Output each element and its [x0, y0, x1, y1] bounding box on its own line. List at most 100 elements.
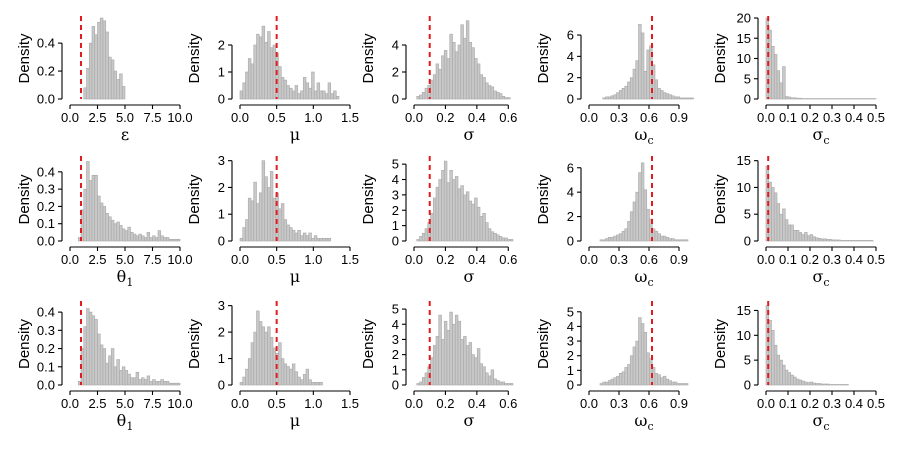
- histogram-bar: [300, 235, 304, 242]
- histogram-bar: [635, 340, 639, 386]
- histogram-bar: [245, 71, 249, 100]
- y-tick-label: 2: [392, 65, 399, 80]
- histogram-bar: [253, 181, 257, 242]
- x-tick-label: 0.4: [845, 252, 863, 267]
- histogram-bar: [443, 320, 448, 386]
- histogram-bar: [490, 231, 495, 242]
- x-tick-label: 0.0: [757, 110, 775, 125]
- y-tick-label: 6: [567, 28, 574, 43]
- x-tick-label: 0.2: [801, 252, 819, 267]
- x-tick-label: 0.9: [670, 110, 688, 125]
- histogram-bar: [826, 383, 830, 386]
- histogram-bar: [176, 238, 181, 242]
- histogram-bar: [97, 195, 101, 242]
- x-tick-label: 0.9: [670, 396, 688, 411]
- x-tick-label: 0.6: [499, 252, 517, 267]
- y-axis-title: Density: [535, 33, 552, 84]
- y-tick-label: 0.0: [37, 234, 55, 249]
- histogram-bar: [430, 357, 434, 386]
- histogram-bar: [632, 346, 637, 386]
- histogram-bar: [654, 372, 659, 386]
- x-tick-label: 0.9: [670, 252, 688, 267]
- x-tick-label: 10.0: [167, 396, 192, 411]
- y-tick-label: 0.3: [37, 182, 55, 197]
- histogram-bar: [479, 74, 484, 100]
- histogram-bar: [812, 382, 816, 386]
- histogram-bar: [471, 354, 475, 386]
- y-axis-title: Density: [16, 174, 33, 225]
- y-tick-label: 4: [567, 319, 574, 334]
- histogram-bar: [646, 208, 650, 242]
- x-tick-label: 0.5: [867, 396, 885, 411]
- histogram-bar: [108, 355, 112, 386]
- histogram-bar: [605, 238, 609, 242]
- y-tick-label: 15: [737, 303, 751, 318]
- histogram-bar: [662, 235, 667, 242]
- histogram-bar: [130, 377, 134, 386]
- histogram-bar: [157, 230, 162, 242]
- histogram-bar: [665, 93, 670, 100]
- histogram-bar: [627, 81, 631, 100]
- histogram-bar: [258, 192, 263, 242]
- y-tick-label: 0: [567, 234, 574, 249]
- histogram-bar: [856, 240, 860, 242]
- histogram-bar: [684, 239, 689, 242]
- histogram-bar: [831, 384, 836, 386]
- histogram-bar: [599, 383, 604, 386]
- histogram-bar: [94, 174, 98, 242]
- histogram-bar: [261, 25, 266, 100]
- x-tick-label: 0.0: [757, 396, 775, 411]
- histogram-bar: [649, 358, 653, 386]
- histogram-bar: [421, 377, 426, 386]
- x-axis-symbol: μ: [290, 125, 300, 144]
- y-tick-label: 0: [744, 378, 751, 393]
- histogram-bar: [302, 232, 307, 242]
- histogram-bar: [457, 188, 462, 242]
- histogram-bar: [102, 20, 107, 100]
- histogram-bar: [267, 326, 271, 386]
- histogram-bar: [668, 94, 672, 100]
- histogram-bar: [610, 378, 615, 386]
- x-axis-subscript: c: [647, 276, 653, 289]
- x-tick-label: 1.5: [341, 110, 359, 125]
- histogram-bar: [127, 226, 131, 242]
- x-tick-label: 5.0: [116, 110, 134, 125]
- histogram-bar: [94, 34, 98, 100]
- histogram-bar: [787, 96, 792, 100]
- x-tick-label: 0.0: [405, 252, 423, 267]
- y-tick-label: 0.2: [37, 64, 55, 79]
- y-tick-label: 3: [392, 187, 399, 202]
- histogram-bar: [834, 384, 838, 386]
- histogram-bar: [91, 315, 96, 386]
- x-tick-label: 0.0: [61, 396, 79, 411]
- histogram-bar: [806, 235, 811, 242]
- histogram-bar: [654, 79, 659, 100]
- histogram-bar: [446, 182, 451, 242]
- histogram-bar: [269, 47, 274, 100]
- histogram-bar: [460, 24, 464, 100]
- histogram-bar: [305, 82, 310, 100]
- histogram-bar: [269, 171, 274, 242]
- histogram-bar: [297, 229, 301, 242]
- histogram-bar: [690, 97, 694, 100]
- histogram-bar: [316, 382, 321, 386]
- histogram-bar: [621, 88, 626, 100]
- y-tick-label: 0.0: [37, 378, 55, 393]
- histogram-bar: [441, 55, 445, 100]
- histogram-bar: [141, 235, 145, 242]
- y-axis-title: Density: [712, 33, 729, 84]
- x-tick-label: 10.0: [167, 110, 192, 125]
- x-axis-title: σc: [812, 411, 829, 433]
- histogram-bar: [446, 330, 451, 386]
- x-tick-label: 2.5: [88, 110, 106, 125]
- y-tick-label: 2: [392, 203, 399, 218]
- histogram-bar: [316, 82, 321, 100]
- histogram-bar: [673, 381, 678, 386]
- histogram-bar: [673, 96, 678, 100]
- histogram-bar: [671, 381, 675, 386]
- x-tick-label: 2.5: [88, 396, 106, 411]
- histogram-bar: [679, 383, 683, 386]
- histogram-bar: [457, 320, 462, 386]
- histogram-bar: [253, 331, 257, 386]
- histogram-bar: [632, 201, 637, 242]
